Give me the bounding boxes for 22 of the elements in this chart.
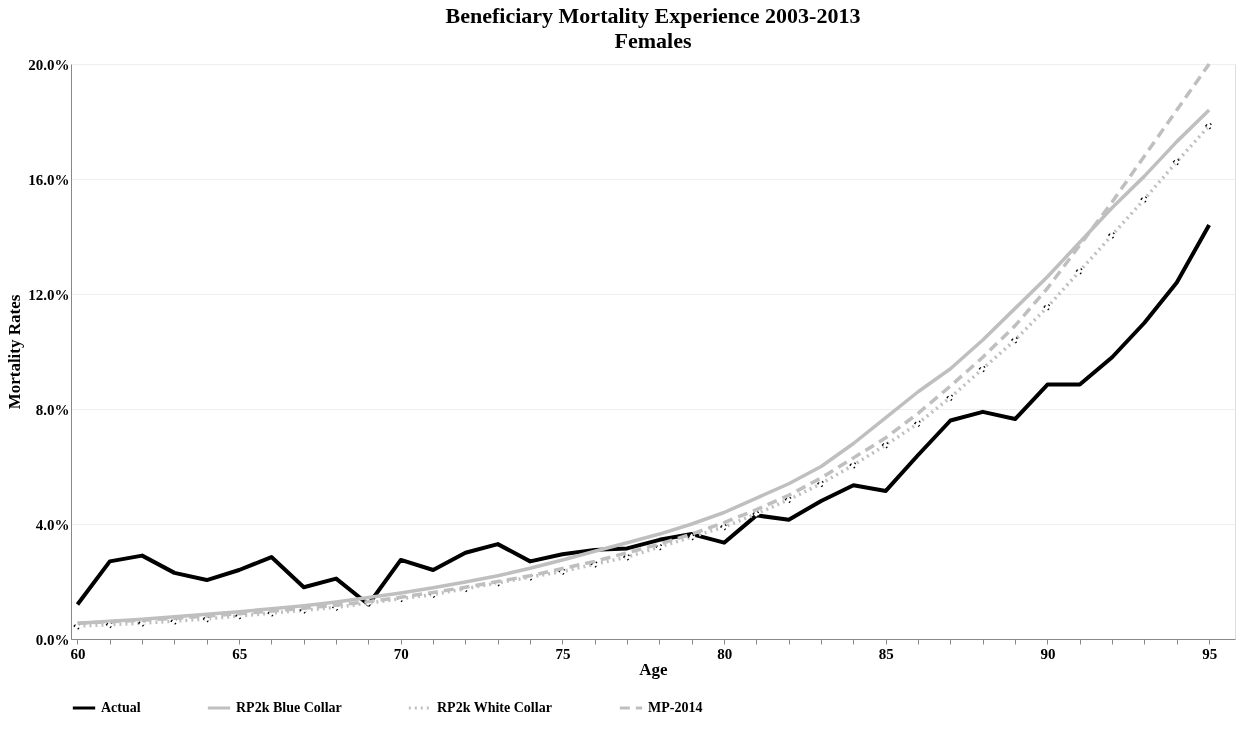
y-tick-label: 8.0% <box>35 401 70 418</box>
y-tick-label: 0.0% <box>35 631 70 648</box>
x-tick-label: 80 <box>717 645 733 662</box>
y-tick-label: 16.0% <box>28 171 70 188</box>
chart-subtitle: Females <box>614 28 692 53</box>
y-tick-label: 20.0% <box>28 56 70 73</box>
x-tick-label: 75 <box>555 645 571 662</box>
x-axis-title: Age <box>639 659 669 679</box>
y-tick-label: 4.0% <box>35 516 70 533</box>
legend-label: RP2k White Collar <box>437 700 552 715</box>
x-tick-label: 65 <box>232 645 248 662</box>
chart-title: Beneficiary Mortality Experience 2003-2013 <box>445 3 861 28</box>
x-tick-label: 95 <box>1202 645 1218 662</box>
y-tick-label: 12.0% <box>28 286 70 303</box>
legend-label: MP-2014 <box>648 700 703 715</box>
x-tick-label: 85 <box>878 645 894 662</box>
legend-label: Actual <box>101 700 141 715</box>
x-tick-label: 70 <box>393 645 409 662</box>
x-tick-label: 60 <box>70 645 86 662</box>
x-tick-label: 90 <box>1040 645 1056 662</box>
legend-label: RP2k Blue Collar <box>236 700 342 715</box>
y-axis-title: Mortality Rates <box>5 294 25 410</box>
